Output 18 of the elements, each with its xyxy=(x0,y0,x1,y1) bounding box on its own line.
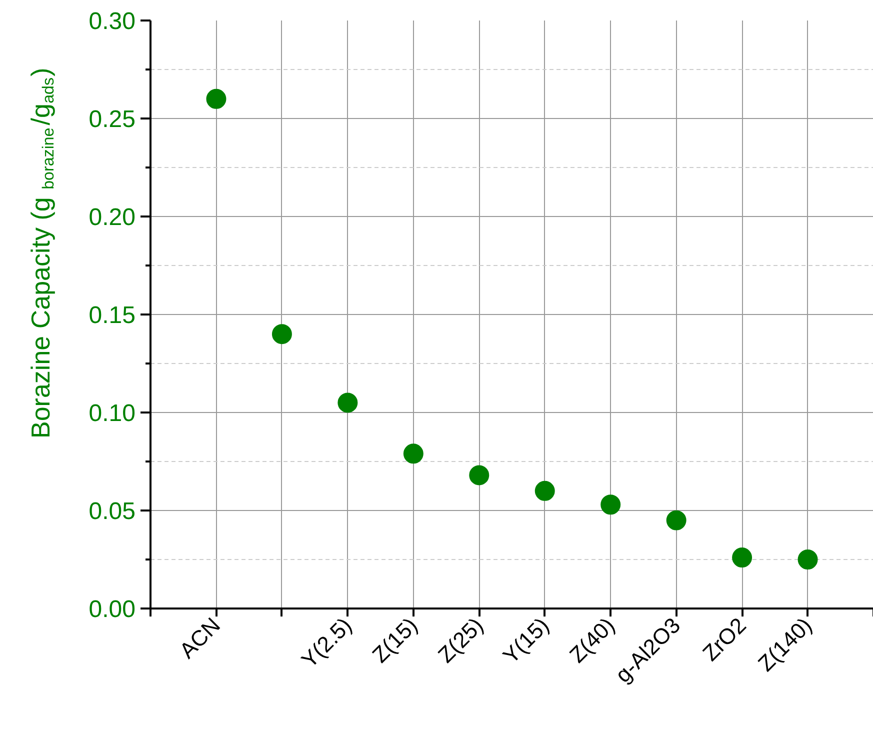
y-axis-title: Borazine Capacity (gborazine/gads) xyxy=(26,68,58,438)
y-tick-label: 0.15 xyxy=(88,302,136,329)
point xyxy=(206,88,226,109)
point xyxy=(534,480,555,501)
y-tick-label: 0.25 xyxy=(88,106,136,133)
y-tick-label: 0.20 xyxy=(88,204,136,231)
point xyxy=(272,324,292,344)
point xyxy=(666,510,686,530)
y-tick-label: 0.30 xyxy=(88,8,136,35)
point xyxy=(798,550,818,570)
point xyxy=(403,444,424,464)
point xyxy=(469,465,490,486)
y-tick-label: 0.05 xyxy=(88,498,136,525)
point xyxy=(732,548,752,568)
point xyxy=(600,494,621,515)
y-tick-label: 0.00 xyxy=(88,596,136,623)
point xyxy=(338,392,358,413)
y-tick-label: 0.10 xyxy=(88,400,136,427)
